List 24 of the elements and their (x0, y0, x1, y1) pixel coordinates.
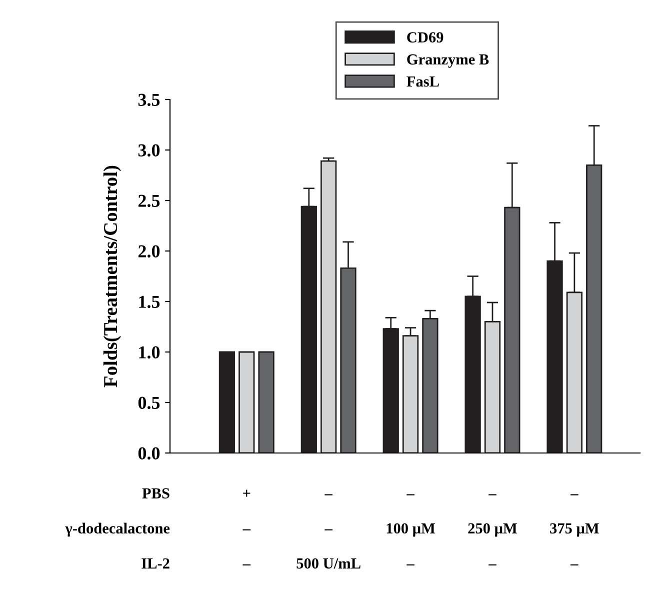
y-tick-label: 3.0 (138, 144, 160, 157)
category-label: – 100 μM – (386, 494, 435, 566)
legend-label: Granzyme B (407, 54, 489, 68)
bar (218, 351, 236, 453)
y-tick-label: 2.0 (138, 245, 160, 258)
bar (238, 351, 255, 453)
text: γ-dodecalactone (65, 522, 170, 537)
y-tick-label: 0.0 (138, 447, 160, 460)
text: PBS (142, 488, 170, 498)
bar (320, 160, 337, 453)
y-tick-label: 2.5 (138, 194, 160, 208)
y-axis-title: Folds(Treatments/Control) (103, 166, 122, 388)
legend-label: CD69 (407, 32, 444, 43)
legend-label: FasL (406, 76, 439, 87)
y-tick-label: 3.5 (138, 94, 160, 106)
y-tick-label: 1.0 (139, 346, 160, 359)
category-label: – – 500 U/mL (296, 494, 360, 569)
y-tick-label: 1.5 (139, 296, 160, 308)
bar (258, 351, 274, 453)
category-label: + – – (242, 490, 251, 566)
category-label: – 250 μM – (468, 494, 517, 566)
y-tick-label: 0.5 (138, 396, 160, 410)
text: IL-2 (142, 558, 170, 568)
category-label: – 375 μM – (550, 494, 599, 566)
